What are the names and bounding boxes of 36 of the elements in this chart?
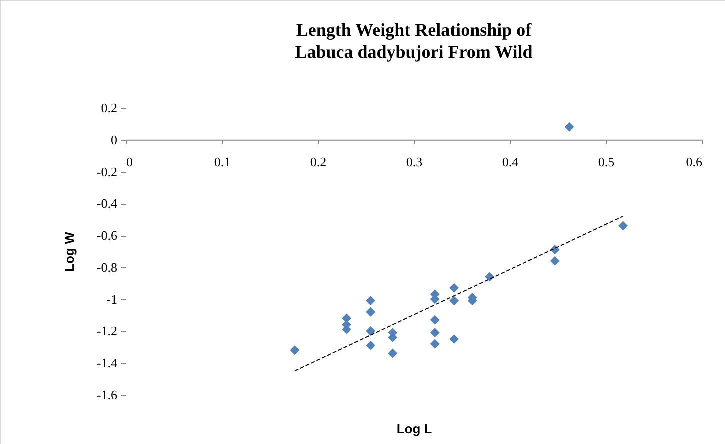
x-tick-label: 0.5 (598, 154, 615, 170)
point (290, 346, 300, 356)
x-tick-label: 0.4 (502, 154, 520, 170)
point (485, 272, 495, 282)
point (366, 340, 376, 350)
x-tick-label: 0.2 (310, 154, 327, 170)
y-tick-label: -1.6 (96, 388, 118, 402)
point (450, 283, 460, 293)
point (366, 326, 376, 336)
x-tick-label: 0.6 (686, 154, 703, 170)
y-tick-label: -1.4 (96, 356, 118, 371)
y-tick-label: -0.4 (96, 196, 118, 212)
point (430, 315, 440, 325)
y-tick-label: 0.2 (101, 100, 118, 116)
point (366, 296, 376, 306)
y-tick-label: -1.2 (96, 324, 118, 339)
point (618, 221, 628, 231)
point (430, 328, 440, 338)
y-tick-label: -0.2 (96, 164, 118, 180)
x-tick-label: 0.1 (214, 154, 231, 170)
point (430, 339, 440, 349)
point (388, 348, 398, 358)
x-tick-label: 0 (126, 154, 133, 170)
point (450, 296, 460, 306)
point (564, 122, 574, 132)
chart-title: Length Weight Relationship of Labuca dadybujori From Wild (295, 20, 533, 62)
y-tick-label: -0.8 (96, 260, 118, 275)
y-axis-title: Log W (62, 231, 77, 272)
y-tick-label: 0 (111, 132, 118, 148)
x-axis-title: Log L (396, 422, 432, 436)
y-tick-label: -1 (106, 292, 118, 307)
point (450, 334, 460, 344)
y-tick-label: -0.6 (96, 228, 118, 244)
x-tick-label: 0.3 (406, 154, 423, 170)
point (550, 256, 560, 266)
point (366, 307, 376, 317)
